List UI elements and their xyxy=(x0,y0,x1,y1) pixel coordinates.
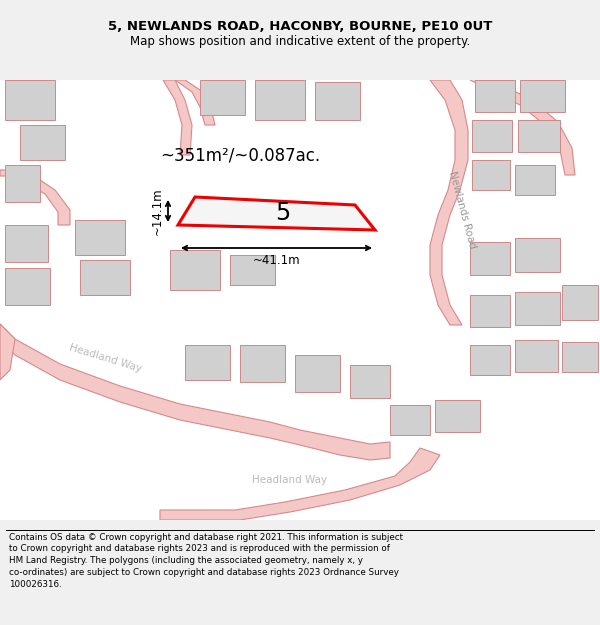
Polygon shape xyxy=(0,170,70,225)
Polygon shape xyxy=(170,250,220,290)
Text: Newlands Road: Newlands Road xyxy=(447,170,477,250)
Text: Headland Way: Headland Way xyxy=(68,342,142,374)
Polygon shape xyxy=(5,268,50,305)
Polygon shape xyxy=(5,225,48,262)
Text: Map shows position and indicative extent of the property.: Map shows position and indicative extent… xyxy=(130,35,470,48)
Polygon shape xyxy=(0,324,390,460)
Polygon shape xyxy=(515,340,558,372)
Polygon shape xyxy=(230,255,275,285)
Polygon shape xyxy=(520,80,565,112)
Polygon shape xyxy=(255,80,305,120)
Text: ~14.1m: ~14.1m xyxy=(151,188,164,235)
Polygon shape xyxy=(435,400,480,432)
Polygon shape xyxy=(80,260,130,295)
Polygon shape xyxy=(5,80,55,120)
Polygon shape xyxy=(470,242,510,275)
Text: 5: 5 xyxy=(275,201,290,225)
Polygon shape xyxy=(5,165,40,202)
Polygon shape xyxy=(472,120,512,152)
Polygon shape xyxy=(470,345,510,375)
Polygon shape xyxy=(515,292,560,325)
Text: ~41.1m: ~41.1m xyxy=(253,254,301,267)
Polygon shape xyxy=(518,120,560,152)
Polygon shape xyxy=(350,365,390,398)
Text: Contains OS data © Crown copyright and database right 2021. This information is : Contains OS data © Crown copyright and d… xyxy=(9,532,403,589)
Polygon shape xyxy=(515,165,555,195)
Polygon shape xyxy=(562,342,598,372)
Polygon shape xyxy=(240,345,285,382)
Text: 5, NEWLANDS ROAD, HACONBY, BOURNE, PE10 0UT: 5, NEWLANDS ROAD, HACONBY, BOURNE, PE10 … xyxy=(108,21,492,33)
Polygon shape xyxy=(390,405,430,435)
Polygon shape xyxy=(0,324,15,380)
Polygon shape xyxy=(163,80,192,155)
Polygon shape xyxy=(475,80,515,112)
Polygon shape xyxy=(20,125,65,160)
Polygon shape xyxy=(75,220,125,255)
Polygon shape xyxy=(160,448,440,520)
Polygon shape xyxy=(178,197,375,230)
Polygon shape xyxy=(472,160,510,190)
Polygon shape xyxy=(295,355,340,392)
Polygon shape xyxy=(315,82,360,120)
Polygon shape xyxy=(430,80,468,325)
Polygon shape xyxy=(470,75,575,175)
Polygon shape xyxy=(515,238,560,272)
Polygon shape xyxy=(470,295,510,327)
Polygon shape xyxy=(200,80,245,115)
Text: ~351m²/~0.087ac.: ~351m²/~0.087ac. xyxy=(160,146,320,164)
Text: Headland Way: Headland Way xyxy=(253,475,328,485)
Polygon shape xyxy=(185,345,230,380)
Polygon shape xyxy=(562,285,598,320)
Polygon shape xyxy=(175,80,215,125)
